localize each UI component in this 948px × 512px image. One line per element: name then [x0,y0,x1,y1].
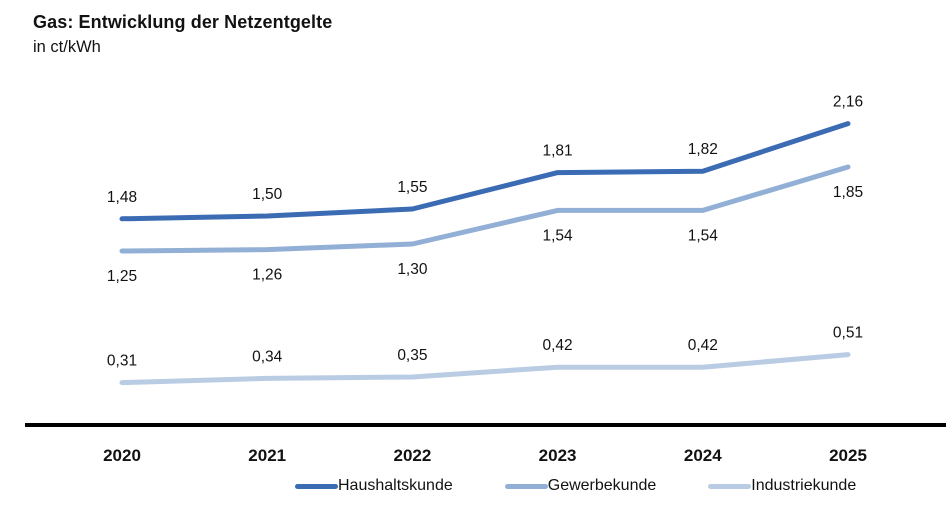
data-label: 2,16 [833,94,863,111]
chart-subtitle: in ct/kWh [33,38,101,56]
legend-item-industriekunde: Industriekunde [708,477,856,495]
data-label: 1,48 [107,189,137,206]
x-axis-label: 2025 [829,446,867,465]
series-line-gewerbekunde [119,164,851,254]
data-label: 1,50 [252,186,283,203]
legend-item-gewerbekunde: Gewerbekunde [504,477,657,495]
data-label: 1,54 [688,227,719,244]
data-label: 1,25 [107,268,137,285]
data-label: 0,35 [397,347,427,364]
data-label: 1,54 [543,227,574,244]
legend-label: Industriekunde [751,477,857,494]
series-line-haushaltskunde [119,121,851,222]
legend-swatch-haushaltskunde-icon [295,483,338,489]
data-label: 0,31 [107,353,137,370]
data-label: 1,85 [833,184,863,201]
x-axis-label: 2021 [248,446,286,465]
data-label: 0,42 [543,337,573,354]
chart-legend: Haushaltskunde Gewerbekunde Industriekun… [295,477,856,495]
legend-swatch-industriekunde-icon [708,483,752,489]
chart-title: Gas: Entwicklung der Netzentgelte [33,12,333,32]
data-label: 1,81 [543,143,573,160]
data-label: 1,55 [397,179,427,196]
legend-label: Haushaltskunde [338,477,453,494]
data-label: 0,42 [688,337,718,354]
legend-item-haushaltskunde: Haushaltskunde [295,477,453,495]
x-axis-label: 2022 [393,446,431,465]
data-label: 0,34 [252,348,283,365]
series-line-industriekunde [119,352,851,386]
x-axis-label: 2023 [539,446,577,465]
data-label: 0,51 [833,325,863,342]
data-label: 1,30 [397,261,428,278]
legend-label: Gewerbekunde [547,477,657,494]
x-axis-label: 2020 [103,446,141,465]
x-axis-label: 2024 [684,446,722,465]
legend-swatch-gewerbekunde-icon [504,483,548,489]
data-label: 1,82 [688,141,718,158]
data-label: 1,26 [252,267,282,284]
